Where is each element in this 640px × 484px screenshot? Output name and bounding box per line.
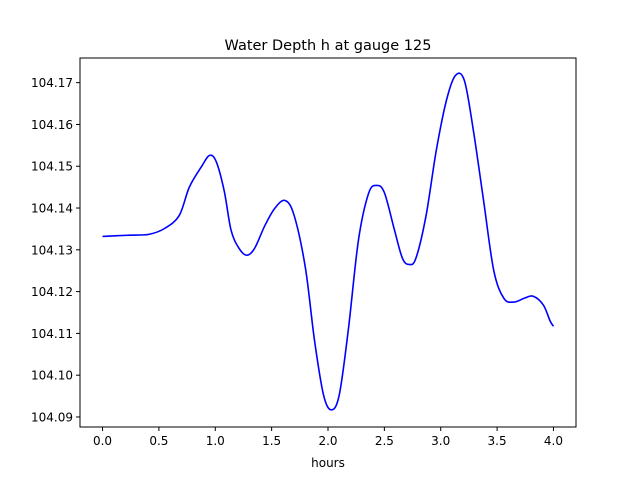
x-tick-label: 2.0 bbox=[318, 434, 337, 448]
y-tick-label: 104.14 bbox=[31, 202, 73, 216]
x-tick-label: 3.0 bbox=[431, 434, 450, 448]
y-tick-label: 104.17 bbox=[31, 76, 73, 90]
x-tick-label: 0.5 bbox=[149, 434, 168, 448]
x-tick-label: 2.5 bbox=[375, 434, 394, 448]
x-tick-label: 1.5 bbox=[262, 434, 281, 448]
y-tick-label: 104.16 bbox=[31, 118, 73, 132]
y-tick-label: 104.12 bbox=[31, 285, 73, 299]
y-tick-label: 104.09 bbox=[31, 410, 73, 424]
x-tick-label: 4.0 bbox=[544, 434, 563, 448]
x-tick-label: 1.0 bbox=[206, 434, 225, 448]
plot-area-frame bbox=[79, 57, 577, 428]
x-axis-label: hours bbox=[311, 456, 345, 470]
chart-title: Water Depth h at gauge 125 bbox=[225, 38, 432, 54]
series-line-h bbox=[102, 72, 555, 411]
y-tick-label: 104.15 bbox=[31, 160, 73, 174]
y-tick-label: 104.10 bbox=[31, 369, 73, 383]
y-tick-label: 104.13 bbox=[31, 243, 73, 257]
x-tick-label: 0.0 bbox=[93, 434, 112, 448]
x-tick-label: 3.5 bbox=[488, 434, 507, 448]
y-tick-label: 104.11 bbox=[31, 327, 73, 341]
